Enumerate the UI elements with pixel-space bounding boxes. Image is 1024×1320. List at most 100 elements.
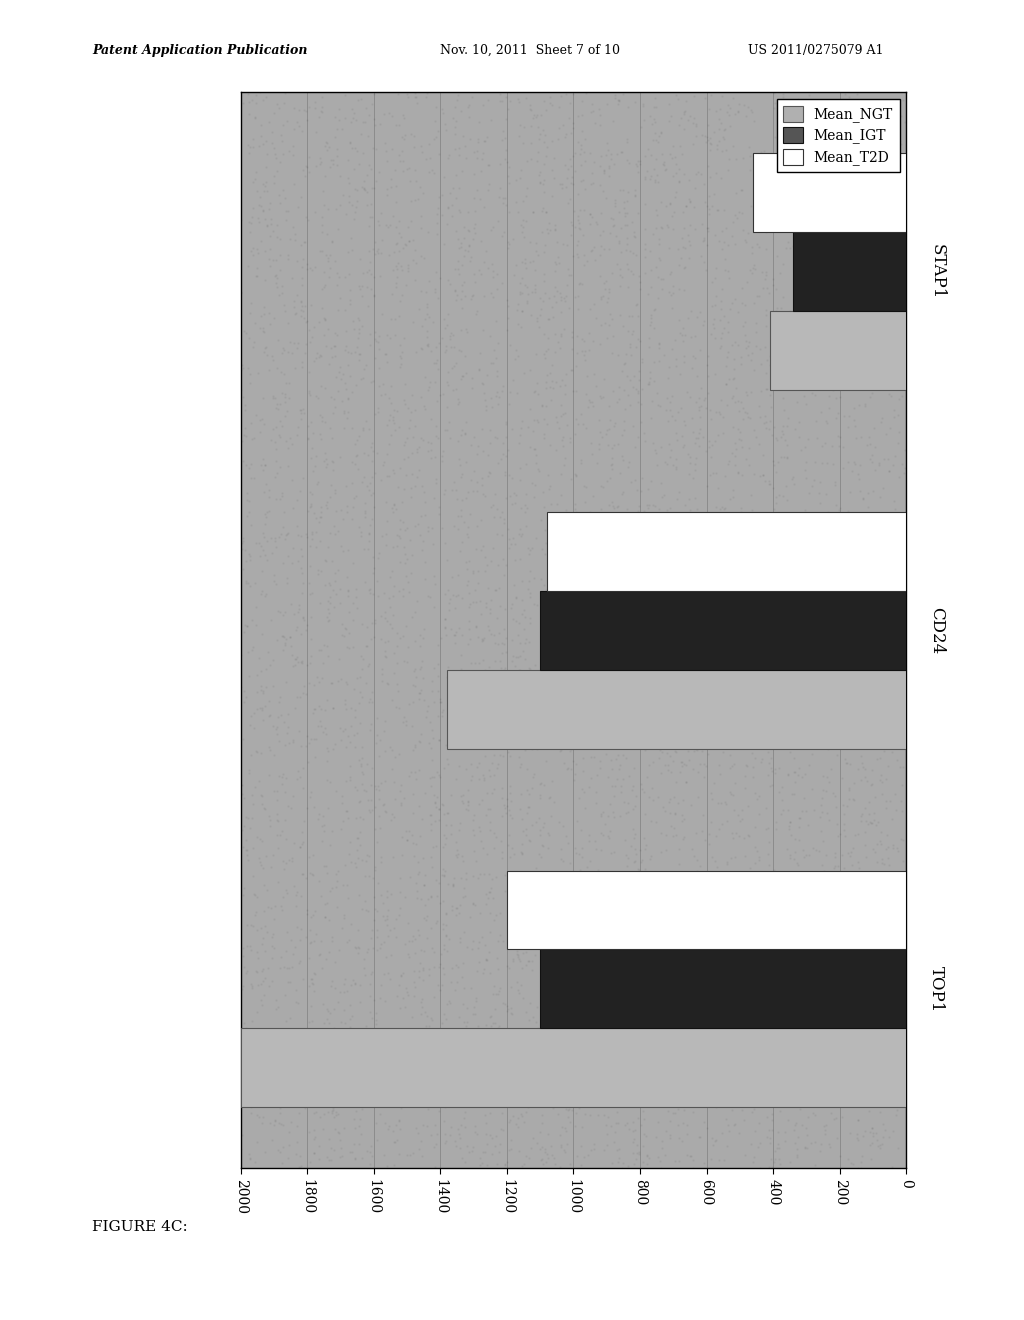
Point <box>455 366 471 387</box>
Point <box>543 605 559 626</box>
Point <box>655 484 672 506</box>
Point <box>366 627 382 648</box>
Point <box>508 169 524 190</box>
Point <box>767 729 783 750</box>
Point <box>465 1137 481 1158</box>
Point <box>755 507 771 528</box>
Point <box>289 1115 305 1137</box>
Point <box>422 820 438 841</box>
Point <box>485 983 502 1005</box>
Point <box>691 418 708 440</box>
Point <box>606 193 623 214</box>
Point <box>610 91 627 112</box>
Point <box>366 496 382 517</box>
Point <box>634 467 650 488</box>
Point <box>883 195 899 216</box>
Point <box>749 552 765 573</box>
Point <box>362 578 379 599</box>
Point <box>461 220 477 242</box>
Point <box>640 1057 656 1078</box>
Point <box>671 1076 687 1097</box>
Point <box>259 215 275 236</box>
Point <box>862 1122 879 1143</box>
Point <box>517 606 534 627</box>
Point <box>388 176 404 197</box>
Point <box>291 721 307 742</box>
Point <box>773 426 790 447</box>
Point <box>890 214 906 235</box>
Point <box>839 942 855 964</box>
Point <box>817 780 834 801</box>
Point <box>342 289 358 310</box>
Point <box>559 414 575 436</box>
Point <box>820 397 837 418</box>
Point <box>538 974 554 995</box>
Point <box>815 780 831 801</box>
Point <box>887 784 903 805</box>
Point <box>294 583 310 605</box>
Point <box>671 729 687 750</box>
Point <box>384 536 400 557</box>
Point <box>649 454 666 475</box>
Point <box>806 246 822 267</box>
Point <box>729 516 745 537</box>
Point <box>561 149 578 170</box>
Point <box>267 536 284 557</box>
Point <box>459 574 475 595</box>
Point <box>674 804 690 825</box>
Point <box>692 644 709 665</box>
Point <box>265 1041 282 1063</box>
Point <box>367 909 383 931</box>
Point <box>580 715 596 737</box>
Point <box>293 403 309 424</box>
Point <box>372 987 388 1008</box>
Point <box>413 1003 429 1024</box>
Point <box>536 91 552 112</box>
Point <box>686 741 702 762</box>
Point <box>355 111 372 132</box>
Point <box>437 583 454 605</box>
Point <box>344 451 360 473</box>
Point <box>557 290 573 312</box>
Point <box>816 1090 833 1111</box>
Point <box>418 86 434 107</box>
Point <box>678 195 694 216</box>
Point <box>700 220 717 242</box>
Point <box>652 507 669 528</box>
Point <box>601 503 617 524</box>
Point <box>725 994 741 1015</box>
Point <box>327 107 343 128</box>
Point <box>727 653 743 675</box>
Point <box>234 531 251 552</box>
Point <box>561 189 578 210</box>
Point <box>495 193 511 214</box>
Point <box>308 507 325 528</box>
Point <box>615 1152 632 1173</box>
Point <box>599 912 615 933</box>
Point <box>469 436 485 457</box>
Point <box>389 1080 406 1101</box>
Point <box>528 409 545 430</box>
Point <box>407 1039 423 1060</box>
Point <box>338 495 354 516</box>
Point <box>770 132 786 153</box>
Point <box>741 520 758 541</box>
Point <box>291 1102 307 1123</box>
Point <box>724 822 740 843</box>
Point <box>539 1002 555 1023</box>
Point <box>570 1006 587 1027</box>
Point <box>835 202 851 223</box>
Point <box>572 219 589 240</box>
Point <box>634 715 650 737</box>
Point <box>823 183 840 205</box>
Point <box>486 975 503 997</box>
Point <box>311 511 328 532</box>
Point <box>681 189 697 210</box>
Point <box>845 863 861 884</box>
Point <box>518 257 535 279</box>
Point <box>681 463 697 484</box>
Point <box>258 676 274 697</box>
Point <box>644 391 660 412</box>
Point <box>790 298 806 319</box>
Point <box>711 921 727 942</box>
